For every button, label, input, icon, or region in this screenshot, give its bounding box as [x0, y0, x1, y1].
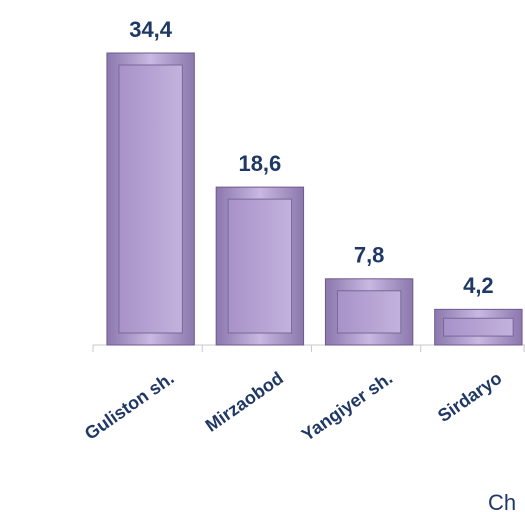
bar-bevel — [118, 64, 183, 334]
value-label: 7,8 — [354, 243, 385, 268]
annotation: Ch — [488, 490, 516, 512]
value-label: 34,4 — [129, 17, 173, 42]
value-label: 4,2 — [463, 273, 494, 298]
value-label: 18,6 — [238, 151, 281, 176]
x-tick-label: Yangiyer sh. — [298, 368, 396, 445]
bar-bevel — [227, 198, 293, 334]
bar-bevel — [336, 290, 402, 334]
x-tick-label: Guliston sh. — [81, 368, 178, 444]
x-tick-label: Mirzaobod — [202, 368, 287, 436]
bar-bevel — [443, 317, 514, 337]
x-tick-label: Sirdaryo — [434, 368, 505, 426]
